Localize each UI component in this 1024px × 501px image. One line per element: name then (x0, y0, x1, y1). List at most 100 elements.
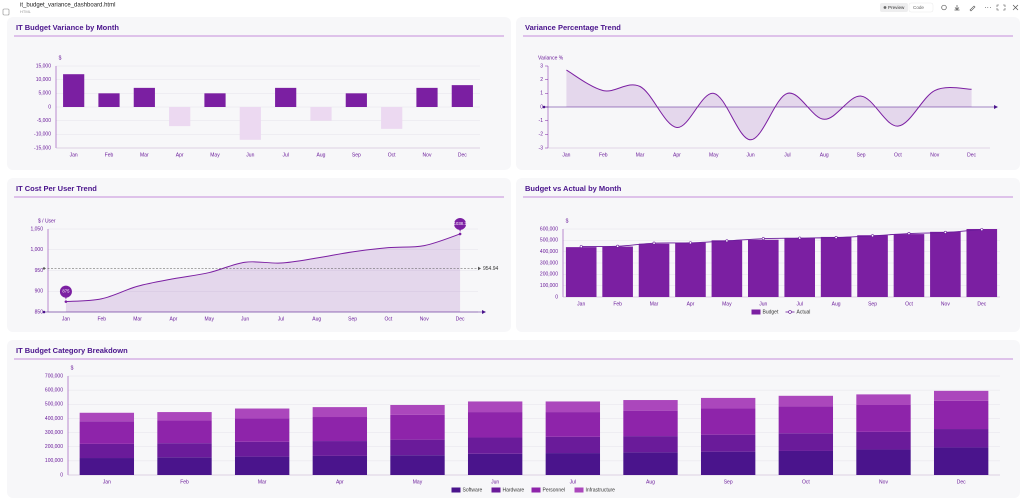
legend-swatch (751, 309, 761, 315)
pin-label: 1038.1 (454, 221, 467, 226)
bar-segment (856, 404, 911, 432)
chart-panel: IT Budget Variance by Month $ -15,000 -10,0… (7, 17, 511, 170)
chart-panel: IT Budget Category Breakdown $0 100,000 200… (7, 340, 1020, 498)
bar (602, 246, 633, 297)
close-icon[interactable] (1012, 4, 1019, 11)
settings-icon[interactable] (941, 4, 947, 11)
x-tick-label: Aug (832, 301, 841, 307)
bar-segment (545, 401, 601, 413)
y-tick-label: 3 (540, 63, 543, 69)
bar (857, 235, 888, 297)
y-tick-label: 0 (48, 104, 51, 110)
x-tick-label: Aug (820, 152, 829, 158)
x-tick-label: Nov (930, 152, 939, 158)
y-tick-label: 400,000 (540, 249, 558, 255)
bar-segment (623, 452, 678, 475)
axis-origin (42, 310, 46, 314)
y-tick-label: 0 (540, 104, 543, 110)
chart-title: IT Budget Variance by Month (16, 23, 119, 32)
y-tick-label: 10,000 (36, 77, 52, 83)
bar-segment (933, 390, 989, 401)
legend-swatch (531, 487, 541, 493)
axis-arrow (994, 105, 998, 109)
sidebar-toggle[interactable] (2, 8, 10, 16)
bar-segment (234, 456, 290, 475)
bar (451, 85, 473, 107)
point-marker (579, 245, 583, 249)
bar (416, 87, 438, 107)
x-tick-label: Jul (784, 152, 790, 158)
x-tick-label: May (210, 152, 220, 158)
bar (784, 238, 816, 297)
line (566, 69, 972, 141)
y-tick-label: -2 (539, 132, 544, 138)
bar (565, 247, 597, 297)
x-tick-label: Feb (180, 479, 189, 485)
bar-segment (157, 457, 212, 475)
dashboard: IT Budget Variance by Month$-15,000-10,0… (7, 17, 1020, 498)
chart-panel: Variance Percentage Trend Variance % -3 -2 -… (516, 17, 1020, 170)
bar-segment (933, 429, 989, 448)
bar-segment (79, 458, 135, 475)
y-tick-label: 600,000 (540, 226, 558, 232)
bar-segment (79, 421, 135, 444)
preview-button[interactable] (880, 3, 908, 12)
legend-label: Infrastructure (586, 487, 616, 493)
bar-segment (312, 455, 368, 475)
point-marker (688, 241, 692, 245)
line (581, 229, 982, 248)
bar-segment (157, 443, 212, 458)
line-area (65, 233, 461, 312)
bar-segment (700, 408, 756, 435)
y-tick-label: 400,000 (45, 416, 63, 422)
bar-segment (312, 407, 368, 418)
pin-label: 875 (62, 289, 70, 294)
bar (98, 93, 120, 107)
bar-segment (467, 453, 523, 475)
bar (381, 107, 403, 129)
x-tick-label: Aug (646, 479, 655, 485)
legend-swatch (491, 487, 501, 493)
bar (63, 74, 85, 107)
code-label: Code (913, 5, 924, 10)
point-marker (907, 232, 911, 236)
y-tick-label: 300,000 (540, 260, 558, 266)
fullscreen-icon[interactable] (996, 4, 1006, 11)
x-tick-label: Aug (317, 152, 326, 158)
bar-segment (856, 394, 911, 405)
x-tick-label: Apr (673, 152, 681, 158)
y-tick-label: 100,000 (540, 283, 558, 289)
x-tick-label: Jan (562, 152, 570, 158)
bar (966, 229, 998, 297)
legend-label: Personnel (543, 487, 566, 493)
download-icon[interactable] (954, 5, 960, 11)
x-tick-label: Feb (613, 301, 622, 307)
y-tick-label: 1,050 (30, 226, 43, 232)
x-tick-label: Aug (312, 316, 321, 322)
bar-segment (933, 400, 989, 430)
chart-panel: IT Cost Per User Trend $ / User 850 900 950 1… (7, 178, 511, 332)
bar-segment (79, 412, 135, 422)
preview-icon (883, 6, 887, 9)
edit-icon[interactable] (969, 5, 976, 12)
y-tick-label: 200,000 (45, 444, 63, 450)
x-tick-label: Dec (967, 152, 976, 158)
code-button[interactable] (908, 2, 934, 13)
y-tick-label: -5,000 (37, 118, 51, 124)
x-tick-label: Jul (797, 301, 803, 307)
x-tick-label: Jan (62, 316, 70, 322)
pin-head (59, 285, 72, 298)
x-tick-label: Mar (140, 152, 149, 158)
chart-title: Variance Percentage Trend (525, 23, 621, 32)
pin-head (454, 217, 467, 230)
chart-title: Budget vs Actual by Month (525, 184, 622, 193)
bar-segment (390, 439, 445, 456)
bar-segment (700, 434, 756, 452)
line-area (566, 70, 972, 140)
y-axis-title: $ / User (38, 218, 56, 224)
bar (275, 87, 297, 107)
point-marker (980, 228, 984, 232)
y-axis-title: $ (59, 55, 62, 61)
point-marker (943, 230, 947, 234)
x-tick-label: May (413, 479, 423, 485)
